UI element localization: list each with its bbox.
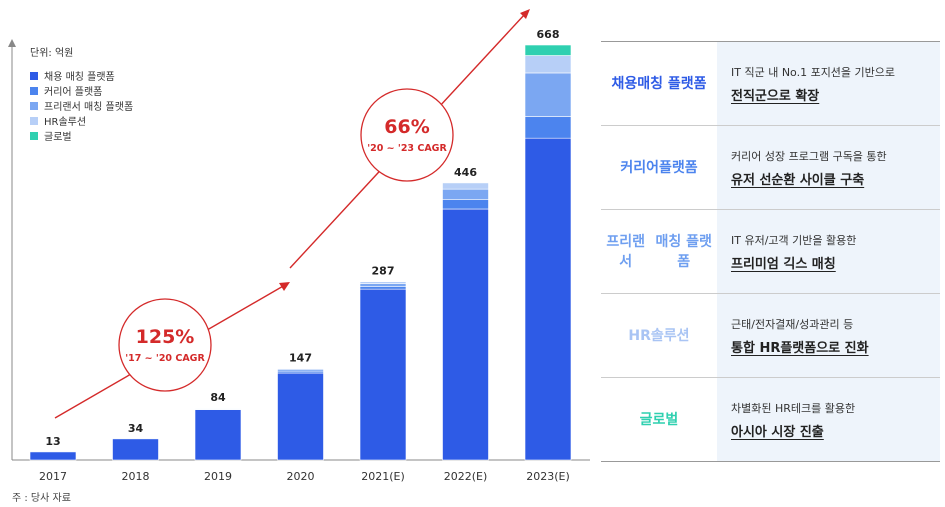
panel-row-title-line: 커리어 (620, 159, 659, 176)
panel-row-sub: IT 직군 내 No.1 포지션을 기반으로 (731, 65, 896, 79)
panel-row-title-line: HR솔루션 (628, 327, 690, 344)
bar-total-label: 13 (45, 435, 60, 448)
bar-segment (524, 116, 572, 139)
x-tick-label: 2023(E) (526, 470, 570, 483)
legend-item: 커리어 플랫폼 (30, 83, 133, 98)
source-note: 주 : 당사 자료 (12, 493, 71, 504)
bar-total-label: 34 (128, 422, 144, 435)
bar-segment (524, 72, 572, 117)
y-axis-arrow (8, 39, 16, 47)
legend-label: 채용 매칭 플랫폼 (44, 72, 115, 83)
legend-label: 글로벌 (44, 132, 72, 143)
legend-swatch (30, 101, 38, 110)
bar-segment (194, 409, 242, 461)
growth-arrow-1-head (279, 282, 290, 291)
x-tick-label: 2020 (287, 470, 315, 483)
legend-swatch (30, 131, 38, 140)
panel-row-sub: IT 유저/고객 기반을 활용한 (731, 233, 857, 247)
bar-segment (359, 288, 407, 461)
legend-item: 프리랜서 매칭 플랫폼 (30, 98, 133, 113)
bar-total-label: 446 (454, 166, 477, 179)
x-tick-label: 2021(E) (361, 470, 405, 483)
legend-label: 프리랜서 매칭 플랫폼 (44, 102, 134, 113)
bar-segment (359, 286, 407, 290)
legend-item: HR솔루션 (30, 113, 133, 128)
panel-row-title-line: 매칭 플랫폼 (637, 75, 707, 92)
panel-row-title: HR솔루션 (601, 294, 717, 377)
cagr-value: 66% (384, 116, 429, 138)
panel-row-title-line: 채용 (611, 75, 638, 92)
panel-row-main: 통합 HR플랫폼으로 진화 (731, 340, 869, 356)
bar-segment (277, 368, 324, 370)
panel-row-title: 프리랜서 매칭 플랫폼 (601, 210, 717, 293)
bar-segment (442, 199, 489, 210)
panel-row-sub: 근태/전자결재/성과관리 등 (731, 317, 854, 331)
unit-label: 단위: 억원 (30, 48, 74, 59)
panel-divider (601, 125, 940, 126)
bar-segment (194, 407, 242, 409)
panel-row: 채용 매칭 플랫폼 IT 직군 내 No.1 포지션을 기반으로 전직군으로 확장 (601, 42, 940, 125)
bar-segment (524, 44, 572, 56)
legend-item: 채용 매칭 플랫폼 (30, 68, 133, 83)
panel-row-main: 유저 선순환 사이클 구축 (731, 172, 865, 188)
cagr-label: '17 ~ '20 CAGR (125, 353, 205, 364)
bar-segment (524, 137, 572, 461)
growth-arrow-2-head (520, 9, 530, 19)
panel-divider (601, 293, 940, 294)
cagr-value: 125% (136, 326, 195, 348)
panel-row: 프리랜서 매칭 플랫폼 IT 유저/고객 기반을 활용한 프리미엄 긱스 매칭 (601, 210, 940, 293)
x-tick-label: 2019 (204, 470, 232, 483)
bar-total-label: 147 (289, 352, 312, 365)
cagr-circle (360, 88, 454, 182)
bar-segment (277, 372, 324, 461)
legend-swatch (30, 71, 38, 80)
bar-segment (29, 451, 77, 461)
bar-total-label: 84 (210, 391, 226, 404)
bar-segment (442, 208, 489, 461)
panel-row-title: 커리어 플랫폼 (601, 126, 717, 209)
panel-row-title-line: 프리랜서 (606, 233, 646, 270)
bar-segment (442, 188, 489, 200)
legend-label: 커리어 플랫폼 (44, 87, 103, 98)
cagr-label: '20 ~ '23 CAGR (367, 143, 447, 154)
cagr-circle (118, 298, 212, 392)
bar-segment (112, 438, 159, 461)
panel-row-title-line: 매칭 플랫폼 (655, 233, 712, 270)
business-panel: 채용 매칭 플랫폼 IT 직군 내 No.1 포지션을 기반으로 전직군으로 확장 커리… (601, 41, 940, 462)
panel-divider (601, 377, 940, 378)
bar-total-label: 287 (372, 265, 395, 278)
bar-chart: 13 2017 34 2018 84 2019 147 2020 287 2021(E) 446 20… (8, 9, 590, 483)
bar-segment (359, 283, 407, 287)
legend-swatch (30, 86, 38, 95)
bar-segment (524, 55, 572, 74)
bar-segment (442, 182, 489, 190)
panel-row: 커리어 플랫폼 커리어 성장 프로그램 구독을 통한 유저 선순환 사이클 구축 (601, 126, 940, 209)
bar-segment (359, 281, 407, 284)
bar-total-label: 668 (537, 28, 560, 41)
panel-row-sub: 커리어 성장 프로그램 구독을 통한 (731, 149, 887, 163)
panel-row-title-line: 플랫폼 (659, 159, 698, 176)
panel-row-title-line: 글로벌 (639, 411, 679, 428)
panel-row-sub: 차별화된 HR테크를 활용한 (731, 401, 856, 415)
legend-item: 글로벌 (30, 128, 133, 143)
legend-swatch (30, 116, 38, 125)
panel-row-main: 아시아 시장 진출 (731, 424, 824, 440)
legend-label: HR솔루션 (44, 117, 87, 128)
panel-row-main: 프리미엄 긱스 매칭 (731, 256, 836, 272)
x-tick-label: 2017 (39, 470, 67, 483)
x-tick-label: 2018 (122, 470, 150, 483)
x-tick-label: 2022(E) (444, 470, 488, 483)
panel-row-main: 전직군으로 확장 (731, 88, 820, 104)
panel-divider (601, 209, 940, 210)
panel-row-title: 글로벌 (601, 378, 717, 461)
panel-row-title: 채용 매칭 플랫폼 (601, 42, 717, 125)
